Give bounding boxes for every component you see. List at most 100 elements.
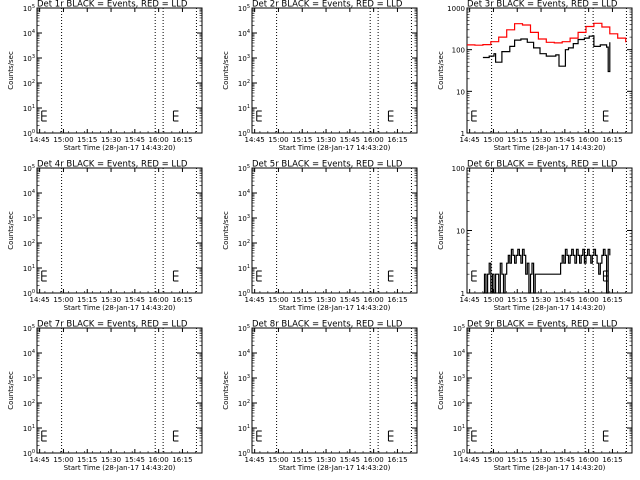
y-tick-label: 102 — [238, 79, 250, 88]
x-tick-label: 14:45 — [30, 296, 50, 304]
panel-title: Det 2r BLACK = Events, RED = LLD — [252, 0, 403, 10]
x-axis-label: Start Time (28-Jan-17 14:43:20) — [279, 464, 391, 472]
plot-frame — [36, 327, 203, 454]
x-axis-label: Start Time (28-Jan-17 14:43:20) — [279, 304, 391, 312]
y-tick-label: 100 — [23, 449, 35, 458]
plot-frame — [36, 7, 203, 134]
x-tick-label: 15:15 — [292, 136, 312, 144]
y-tick-label: 1000 — [447, 5, 465, 13]
y-tick-label: 102 — [23, 79, 35, 88]
y-tick-label: 101 — [23, 264, 35, 273]
x-axis-label: Start Time (28-Jan-17 14:43:20) — [494, 304, 606, 312]
x-axis-label: Start Time (28-Jan-17 14:43:20) — [494, 464, 606, 472]
x-tick-label: 15:45 — [555, 136, 575, 144]
x-axis-label: Start Time (28-Jan-17 14:43:20) — [494, 144, 606, 152]
x-tick-label: 15:15 — [77, 136, 97, 144]
lld-series-line — [467, 22, 627, 46]
y-tick-label: 100 — [238, 449, 250, 458]
y-tick-label: 105 — [238, 4, 250, 13]
x-tick-label: 15:00 — [483, 296, 503, 304]
x-tick-label: 16:00 — [149, 136, 169, 144]
x-tick-label: 15:00 — [483, 136, 503, 144]
plot-frame — [466, 7, 633, 134]
y-tick-label: 102 — [238, 399, 250, 408]
y-tick-label: 104 — [23, 189, 35, 198]
y-tick-label: 103 — [23, 54, 35, 63]
e-marker-1 — [471, 430, 477, 442]
y-tick-label: 103 — [453, 374, 465, 383]
panel-title: Det 3r BLACK = Events, RED = LLD — [467, 0, 618, 10]
x-tick-label: 15:00 — [268, 296, 288, 304]
x-tick-label: 14:45 — [460, 456, 480, 464]
x-axis-label: Start Time (28-Jan-17 14:43:20) — [64, 304, 176, 312]
e-marker-2 — [172, 270, 179, 282]
y-tick-label: 10 — [456, 228, 465, 236]
e-marker-1 — [471, 110, 477, 122]
y-tick-label: 101 — [238, 424, 250, 433]
y-tick-label: 101 — [23, 424, 35, 433]
x-tick-label: 16:00 — [364, 136, 384, 144]
y-tick-label: 100 — [452, 47, 465, 55]
y-tick-label: 103 — [238, 54, 250, 63]
y-tick-label: 104 — [23, 29, 35, 38]
x-tick-label: 16:15 — [172, 136, 192, 144]
panel-title: Det 6r BLACK = Events, RED = LLD — [467, 160, 618, 170]
e-marker-1 — [41, 270, 47, 282]
y-axis-label: Counts/sec — [437, 211, 445, 250]
e-marker-2 — [172, 430, 179, 442]
plot-frame — [251, 167, 418, 294]
panel-title: Det 8r BLACK = Events, RED = LLD — [252, 320, 403, 330]
y-tick-label: 102 — [238, 239, 250, 248]
x-tick-label: 15:15 — [292, 456, 312, 464]
x-tick-label: 15:45 — [340, 456, 360, 464]
x-tick-label: 15:30 — [316, 296, 336, 304]
x-tick-label: 15:30 — [531, 456, 551, 464]
x-tick-label: 16:15 — [387, 136, 407, 144]
y-tick-label: 105 — [453, 324, 465, 333]
x-axis-label: Start Time (28-Jan-17 14:43:20) — [64, 464, 176, 472]
x-tick-label: 15:00 — [53, 296, 73, 304]
x-tick-label: 14:45 — [460, 136, 480, 144]
y-tick-label: 104 — [238, 349, 250, 358]
x-tick-label: 16:15 — [602, 296, 622, 304]
x-tick-label: 15:30 — [531, 136, 551, 144]
x-tick-label: 16:15 — [387, 456, 407, 464]
y-tick-label: 101 — [23, 104, 35, 113]
x-tick-label: 15:45 — [125, 136, 145, 144]
x-tick-label: 14:45 — [245, 296, 265, 304]
plot-frame — [251, 7, 418, 134]
y-tick-label: 100 — [453, 449, 465, 458]
y-tick-label: 105 — [23, 324, 35, 333]
plot-frame — [251, 327, 418, 454]
y-tick-label: 102 — [453, 399, 465, 408]
y-tick-label: 105 — [238, 324, 250, 333]
y-tick-label: 105 — [23, 4, 35, 13]
x-tick-label: 15:30 — [531, 296, 551, 304]
x-tick-label: 15:00 — [268, 136, 288, 144]
y-tick-label: 100 — [238, 129, 250, 138]
x-tick-label: 16:00 — [579, 136, 599, 144]
y-tick-label: 104 — [238, 189, 250, 198]
e-marker-1 — [41, 430, 47, 442]
x-tick-label: 16:15 — [602, 456, 622, 464]
plot-frame — [466, 327, 633, 454]
events-series-line — [482, 248, 611, 294]
x-tick-label: 15:45 — [125, 296, 145, 304]
y-tick-label: 105 — [238, 164, 250, 173]
y-tick-label: 100 — [23, 289, 35, 298]
y-axis-label: Counts/sec — [437, 51, 445, 90]
x-tick-label: 15:45 — [555, 456, 575, 464]
x-tick-label: 16:00 — [149, 456, 169, 464]
x-tick-label: 15:30 — [316, 136, 336, 144]
e-marker-1 — [256, 270, 262, 282]
x-tick-label: 14:45 — [30, 136, 50, 144]
x-tick-label: 15:15 — [507, 456, 527, 464]
y-tick-label: 103 — [238, 374, 250, 383]
y-tick-label: 101 — [238, 104, 250, 113]
